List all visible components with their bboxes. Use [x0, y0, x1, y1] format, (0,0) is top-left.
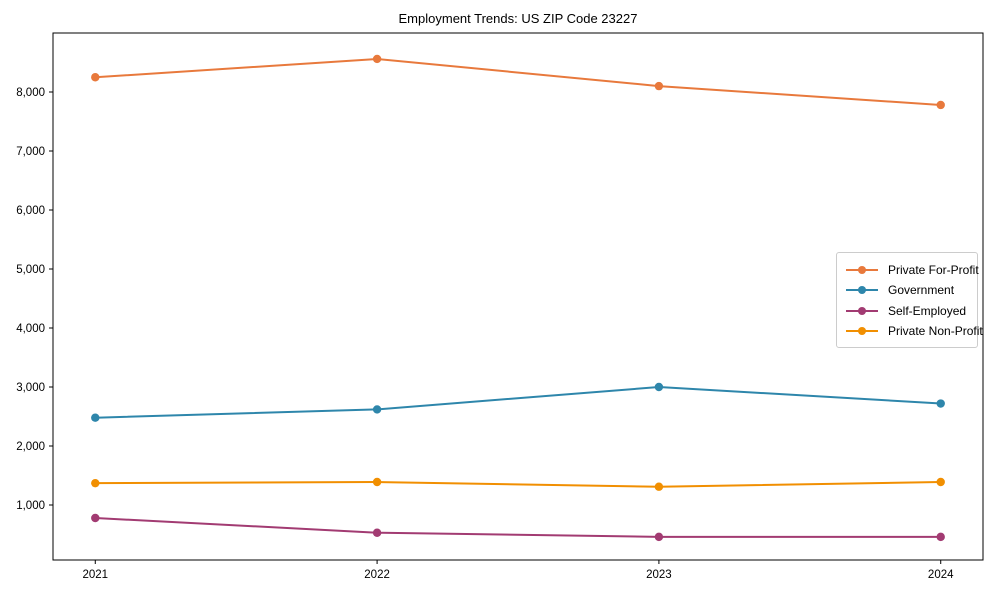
y-tick-label: 1,000 [16, 500, 45, 512]
plot-border [52, 32, 984, 561]
legend-label: Private Non-Profit [888, 323, 983, 338]
y-tick-label: 2,000 [16, 441, 45, 453]
y-tick-label: 8,000 [16, 87, 45, 99]
legend-marker-self-employed [846, 306, 878, 315]
legend-item-self-employed: Self-Employed [845, 301, 969, 321]
series-line-government [95, 386, 941, 419]
legend-label: Private For-Profit [888, 263, 979, 277]
legend-marker-private-for-profit [846, 266, 878, 274]
legend-dot [858, 306, 866, 315]
data-point-private-non-profit [91, 478, 100, 488]
y-tick-label: 6,000 [16, 205, 45, 217]
y-tick-label: 3,000 [16, 382, 45, 394]
data-point-government [372, 405, 382, 414]
data-point-private-non-profit [372, 477, 382, 487]
chart-title: Employment Trends: US ZIP Code 23227 [398, 11, 638, 26]
legend-marker-private-non-profit [846, 326, 878, 335]
legend-dot [858, 286, 866, 295]
series-line-private-for-profit [95, 57, 941, 106]
data-point-self-employed [654, 532, 664, 542]
data-point-private-non-profit [936, 477, 945, 487]
legend-item-private-non-profit: Private Non-Profit [845, 321, 983, 341]
series-line-private-non-profit [95, 481, 941, 488]
series-line-self-employed [95, 516, 941, 538]
x-tick-label: 2024 [928, 569, 954, 581]
data-point-government [91, 413, 100, 422]
data-point-private-for-profit [372, 54, 382, 64]
data-point-private-for-profit [936, 100, 945, 110]
legend: Private For-Profit Government Self-Employe… [836, 252, 983, 348]
x-tick-label: 2022 [364, 569, 390, 581]
data-point-private-for-profit [91, 73, 100, 82]
data-point-private-non-profit [654, 482, 664, 491]
data-point-self-employed [91, 513, 100, 523]
legend-label: Self-Employed [888, 303, 967, 318]
y-tick-label: 4,000 [16, 323, 45, 335]
legend-item-private-for-profit: Private For-Profit [845, 260, 979, 280]
legend-marker-government [846, 286, 878, 295]
legend-dot [858, 326, 866, 335]
data-point-private-for-profit [654, 81, 664, 91]
legend-item-government: Government [845, 280, 969, 300]
data-point-government [936, 399, 945, 408]
x-tick-label: 2021 [82, 569, 108, 581]
x-tick-label: 2023 [646, 569, 672, 581]
data-point-self-employed [372, 528, 382, 537]
y-tick-label: 7,000 [16, 146, 45, 158]
data-point-government [654, 382, 664, 392]
data-point-self-employed [936, 532, 945, 542]
y-tick-label: 5,000 [16, 264, 45, 276]
legend-dot [858, 266, 866, 274]
legend-label: Government [888, 283, 955, 298]
